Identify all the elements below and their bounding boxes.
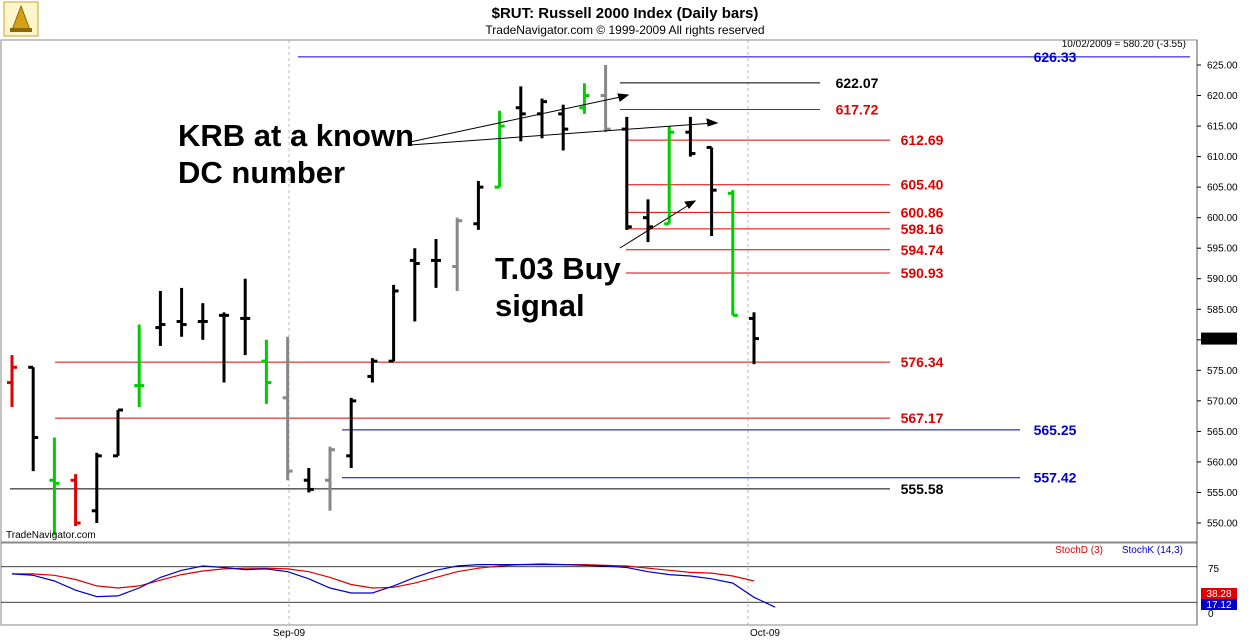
price-tick-label: 600.00: [1207, 213, 1238, 224]
level-label: 617.72: [836, 101, 879, 117]
ohlc-bar: [91, 452, 102, 523]
grid: [288, 40, 749, 625]
ohlc-bar: [706, 145, 717, 236]
ohlc-bar: [621, 116, 632, 230]
ohlc-bar: [134, 324, 145, 407]
stoch-d-tag: [1201, 588, 1237, 599]
stoch-k-label: StochK (14,3): [1122, 545, 1183, 556]
ohlc-bar: [431, 239, 441, 288]
price-tick-label: 560.00: [1207, 457, 1238, 468]
chart-title: $RUT: Russell 2000 Index (Daily bars): [492, 5, 759, 22]
stochastic-panel: [1, 563, 1197, 608]
ohlc-bar: [473, 181, 484, 230]
level-label: 565.25: [1034, 422, 1077, 438]
ohlc-bar: [346, 397, 357, 469]
ohlc-bar: [219, 312, 229, 383]
ohlc-bar: [664, 126, 675, 226]
stoch-d-line: [12, 563, 755, 589]
stoch-k-tag: [1201, 599, 1237, 610]
ohlc-bar: [282, 336, 293, 481]
current-price-label: 580.20: [1204, 334, 1235, 345]
price-tick-label: 585.00: [1207, 305, 1238, 316]
ohlc-bar: [28, 365, 39, 472]
ohlc-bar: [727, 190, 738, 317]
ohlc-bar: [558, 104, 569, 151]
ohlc-bar: [515, 86, 526, 142]
date-label-oct: Oct-09: [750, 628, 780, 639]
stoch-d-label: StochD (3): [1055, 545, 1103, 556]
date-label-sep: Sep-09: [273, 628, 306, 639]
ohlc-bar: [70, 474, 81, 527]
ohlc-bar: [537, 98, 547, 139]
price-tick-label: 620.00: [1207, 91, 1238, 102]
krb-arrows: [409, 93, 719, 146]
ohlc-bars: [7, 65, 759, 536]
level-label: 626.33: [1034, 49, 1077, 65]
price-tick-label: 575.00: [1207, 366, 1238, 377]
last-bar-info: 10/02/2009 = 580.20 (-3.55): [1062, 39, 1186, 50]
ohlc-bar: [113, 408, 123, 458]
ohlc-bar: [452, 217, 463, 291]
ohlc-bar: [643, 199, 653, 243]
price-tick-label: 570.00: [1207, 396, 1238, 407]
ohlc-bar: [240, 278, 251, 356]
price-tick-label: 565.00: [1207, 427, 1238, 438]
level-label: 557.42: [1034, 470, 1077, 486]
krb-annotation-line1: KRB at a known: [178, 118, 414, 153]
level-label: 622.07: [836, 75, 879, 91]
stoch-axis-0: 0: [1208, 609, 1214, 620]
stoch-axis-75: 75: [1208, 564, 1220, 575]
ohlc-bar: [579, 83, 590, 114]
price-axis: 550.00 555.00 560.00 565.00 570.00 575.00 580.…: [1197, 61, 1238, 530]
level-label: 598.16: [901, 221, 944, 237]
stoch-d-value: 38.28: [1206, 589, 1231, 600]
ohlc-bar: [325, 446, 335, 511]
t03-annotation-line1: T.03 Buy: [495, 251, 622, 286]
ohlc-bar: [409, 248, 420, 322]
level-label: 594.74: [901, 242, 944, 258]
level-label: 555.58: [901, 481, 944, 497]
ohlc-bar: [197, 303, 208, 340]
price-tick-label: 590.00: [1207, 274, 1238, 285]
price-tick-label: 610.00: [1207, 152, 1238, 163]
tradenavigator-logo-icon[interactable]: [3, 1, 39, 37]
chart-copyright: TradeNavigator.com © 1999-2009 All right…: [485, 23, 764, 37]
stoch-k-line: [11, 563, 776, 608]
ohlc-bar: [49, 437, 60, 536]
level-label: 612.69: [901, 132, 944, 148]
ohlc-bar: [367, 358, 378, 383]
price-tick-label: 595.00: [1207, 244, 1238, 255]
ohlc-bar: [685, 116, 696, 157]
stoch-value-tags: 38.28 17.12: [1201, 588, 1237, 611]
level-label: 605.40: [901, 177, 944, 193]
krb-annotation-line2: DC number: [178, 155, 345, 190]
watermark: TradeNavigator.com: [6, 530, 96, 541]
ohlc-bar: [600, 65, 611, 133]
ohlc-bar: [155, 290, 166, 346]
ohlc-bar: [749, 312, 759, 365]
price-tick-label: 615.00: [1207, 122, 1238, 133]
level-label: 590.93: [901, 265, 944, 281]
level-label: 576.34: [901, 354, 944, 370]
price-tick-label: 625.00: [1207, 61, 1238, 72]
price-tick-label: 605.00: [1207, 183, 1238, 194]
stoch-k-value: 17.12: [1206, 600, 1231, 611]
ohlc-bar: [261, 339, 272, 404]
t03-annotation-line2: signal: [495, 288, 585, 323]
level-label: 567.17: [901, 410, 944, 426]
stoch-panel-frame: [0, 542, 1198, 626]
price-tick-label: 555.00: [1207, 488, 1238, 499]
ohlc-bar: [303, 468, 314, 493]
ohlc-bar: [494, 110, 505, 189]
ohlc-bar: [388, 284, 399, 363]
ohlc-bar: [7, 355, 17, 407]
current-price-tag: [1201, 332, 1237, 345]
level-label: 600.86: [901, 204, 944, 220]
levels: 626.33 622.07 617.72 612.69 605.40 600.86598.…: [10, 49, 1190, 497]
t03-arrow: [619, 200, 697, 249]
ohlc-bar: [176, 287, 187, 337]
price-tick-label: 550.00: [1207, 519, 1238, 530]
